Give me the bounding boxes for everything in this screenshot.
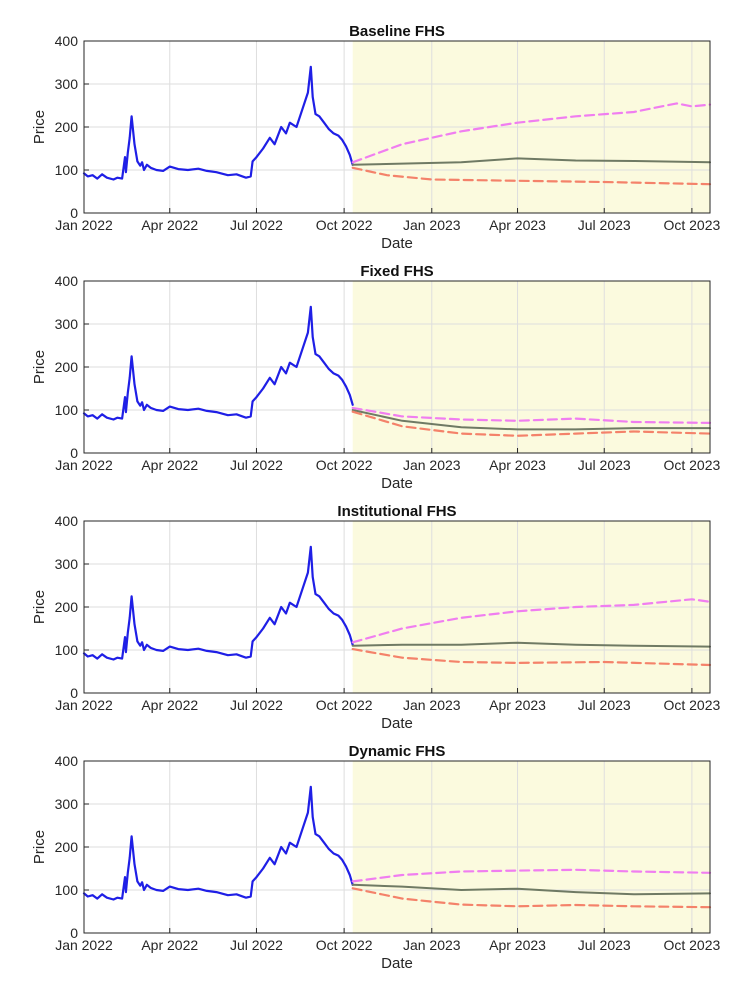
y-tick-label: 0 [70, 445, 78, 461]
x-tick-label: Jan 2023 [403, 457, 461, 473]
y-tick-label: 100 [55, 642, 79, 658]
x-axis-label: Date [381, 235, 413, 252]
x-tick-label: Jan 2023 [403, 217, 461, 233]
y-tick-label: 400 [55, 273, 79, 289]
lower-series-line [351, 410, 712, 437]
x-axis-label: Date [381, 715, 413, 732]
x-tick-label: Jan 2022 [55, 217, 113, 233]
y-tick-label: 400 [55, 513, 79, 529]
median-series-line [351, 883, 711, 896]
x-tick-label: Apr 2022 [141, 697, 198, 713]
y-tick-label: 200 [55, 359, 79, 375]
x-tick-label: Apr 2022 [141, 217, 198, 233]
x-tick-label: Oct 2023 [663, 217, 720, 233]
upper-series-line [351, 406, 712, 424]
y-tick-label: 0 [70, 925, 78, 941]
x-tick-label: Oct 2022 [316, 697, 373, 713]
y-tick-label: 300 [55, 796, 79, 812]
x-tick-label: Jul 2022 [230, 457, 283, 473]
y-axis-label: Price [31, 830, 48, 864]
y-tick-label: 400 [55, 33, 79, 49]
x-tick-label: Jul 2023 [578, 457, 631, 473]
y-tick-label: 100 [55, 162, 79, 178]
x-tick-label: Oct 2022 [316, 937, 373, 953]
lower-series-line [351, 166, 712, 186]
x-axis-label: Date [381, 955, 413, 972]
x-tick-label: Oct 2023 [663, 937, 720, 953]
y-tick-label: 300 [55, 316, 79, 332]
y-tick-label: 300 [55, 76, 79, 92]
chart-title: Dynamic FHS [349, 743, 446, 760]
upper-series-line [351, 868, 712, 883]
y-tick-label: 0 [70, 205, 78, 221]
x-tick-label: Jan 2022 [55, 937, 113, 953]
chart-title: Institutional FHS [337, 503, 456, 520]
x-tick-label: Jul 2023 [578, 937, 631, 953]
lower-series-line [351, 887, 712, 909]
x-tick-label: Apr 2022 [141, 937, 198, 953]
y-tick-label: 200 [55, 119, 79, 135]
chart-panel: 0 100 200 300 400 Jan 2022 Apr 2022 Jul 2022 Oct… [31, 743, 721, 972]
observed-series-line [82, 305, 354, 421]
x-tick-label: Apr 2022 [141, 457, 198, 473]
x-tick-label: Oct 2023 [663, 697, 720, 713]
y-tick-label: 100 [55, 402, 79, 418]
x-tick-label: Apr 2023 [489, 937, 546, 953]
x-tick-label: Jul 2022 [230, 937, 283, 953]
x-tick-label: Apr 2023 [489, 217, 546, 233]
x-tick-label: Jul 2023 [578, 697, 631, 713]
y-axis-label: Price [31, 350, 48, 384]
x-tick-label: Jan 2022 [55, 457, 113, 473]
observed-series-line [82, 545, 354, 661]
chart-panel: 0 100 200 300 400 Jan 2022 Apr 2022 Jul 2022 Oct… [31, 23, 721, 252]
lower-series-line [351, 647, 712, 667]
median-series-line [351, 157, 711, 166]
x-tick-label: Jan 2023 [403, 697, 461, 713]
x-tick-label: Jan 2022 [55, 697, 113, 713]
chart-panel: 0 100 200 300 400 Jan 2022 Apr 2022 Jul 2022 Oct… [31, 263, 721, 492]
upper-series-line [351, 102, 712, 164]
x-tick-label: Oct 2022 [316, 457, 373, 473]
chart-title: Baseline FHS [349, 23, 445, 40]
chart-panel: 0 100 200 300 400 Jan 2022 Apr 2022 Jul 2022 Oct… [31, 503, 721, 732]
y-axis-label: Price [31, 110, 48, 144]
observed-series-line [82, 65, 354, 181]
x-tick-label: Oct 2023 [663, 457, 720, 473]
upper-series-line [351, 598, 712, 644]
y-tick-label: 400 [55, 753, 79, 769]
x-tick-label: Oct 2022 [316, 217, 373, 233]
x-tick-label: Jul 2022 [230, 217, 283, 233]
x-tick-label: Apr 2023 [489, 457, 546, 473]
x-tick-label: Jul 2023 [578, 217, 631, 233]
x-tick-label: Jul 2022 [230, 697, 283, 713]
chart-title: Fixed FHS [360, 263, 433, 280]
median-series-line [351, 641, 711, 648]
observed-series-line [82, 785, 354, 901]
y-tick-label: 0 [70, 685, 78, 701]
y-tick-label: 200 [55, 839, 79, 855]
x-axis-label: Date [381, 475, 413, 492]
y-axis-label: Price [31, 590, 48, 624]
y-tick-label: 300 [55, 556, 79, 572]
y-tick-label: 100 [55, 882, 79, 898]
median-series-line [351, 409, 711, 431]
x-tick-label: Jan 2023 [403, 937, 461, 953]
y-tick-label: 200 [55, 599, 79, 615]
x-tick-label: Apr 2023 [489, 697, 546, 713]
